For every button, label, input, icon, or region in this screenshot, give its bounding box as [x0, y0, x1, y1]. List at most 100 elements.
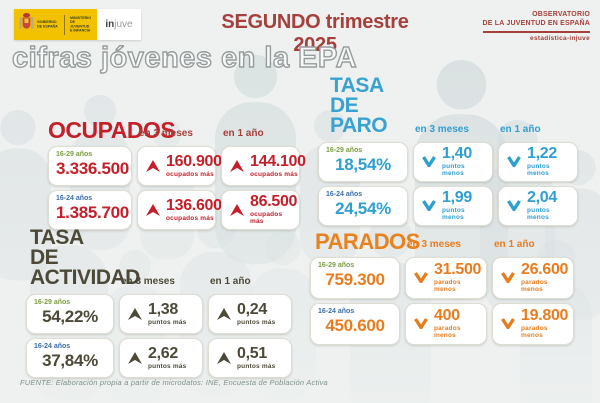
quarter-title: SEGUNDO trimestre 2025	[221, 11, 409, 56]
change-label: parados menos	[434, 325, 461, 339]
paro-title-line2: PARO	[330, 113, 388, 137]
ocupados-cards: 16-29 años 3.336.500 160.900 ocupados más…	[48, 145, 306, 230]
ministerio-line1: MINISTERIO	[70, 16, 92, 20]
change-card-1y: 19.800 parados menos	[492, 302, 574, 345]
age-card-16-24: 16-24 años 24,54%	[318, 185, 408, 226]
arrow-up-icon	[128, 351, 142, 364]
change-card-1y: 2,04 puntos menos	[498, 185, 578, 226]
gobierno-line2: DE ESPAÑA	[37, 24, 58, 29]
paro-title: TASA DE PARO	[318, 74, 408, 138]
arrow-up-icon	[217, 351, 231, 364]
change-value: 0,24	[237, 300, 267, 318]
section-ocupados: OCUPADOS en 3 meses en 1 año 16-29 años …	[48, 117, 306, 230]
observatory-line2: DE LA JUVENTUD EN ESPAÑA	[482, 19, 590, 27]
ministerio-line2: DE JUVENTUD	[70, 20, 90, 29]
ministerio-text: MINISTERIO DE JUVENTUD E INFANCIA	[70, 16, 92, 33]
change-value: 86.500	[250, 193, 298, 211]
age-label: 16-29 años	[34, 298, 71, 306]
change-value: 19.800	[521, 307, 569, 325]
change-card-3m: 1,40 puntos menos	[413, 141, 493, 182]
change-card-1y: 26.600 parados menos	[492, 256, 574, 299]
age-label: 16-24 años	[318, 307, 355, 315]
age-value: 54,22%	[42, 306, 98, 326]
change-label: parados menos	[434, 279, 461, 293]
paro-header: TASA DE PARO en 3 meses en 1 año	[318, 74, 578, 138]
paro-title-line1: TASA DE	[330, 74, 383, 117]
actividad-title: TASA DE ACTIVIDAD	[26, 226, 140, 290]
arrow-down-icon	[501, 272, 515, 284]
col-header-1-ano: en 1 año	[223, 127, 264, 139]
age-value: 759.300	[325, 269, 385, 289]
arrow-up-icon	[146, 159, 160, 172]
observatory-title: OBSERVATORIO DE LA JUVENTUD EN ESPAÑA	[482, 11, 590, 33]
gobierno-line1: GOBIERNO	[37, 20, 57, 24]
change-value: 1,22	[527, 145, 557, 163]
age-value: 1.385.700	[56, 202, 129, 222]
logo-divider	[64, 14, 65, 35]
change-card-1y: 0,24 puntos más	[208, 293, 292, 334]
section-parados: PARADOS en 3 meses en 1 año 16-29 años 7…	[310, 229, 574, 345]
change-label: parados menos	[521, 279, 548, 293]
change-card-3m: 31.500 parados menos	[405, 256, 487, 299]
age-value: 37,84%	[42, 350, 98, 370]
change-value: 1,99	[442, 189, 472, 207]
actividad-header: TASA DE ACTIVIDAD en 3 meses en 1 año	[26, 226, 292, 290]
col-header-3-meses: en 3 meses	[407, 238, 461, 250]
age-card-16-24: 16-24 años 37,84%	[26, 337, 114, 378]
arrow-down-icon	[507, 156, 521, 168]
ocupados-title: OCUPADOS	[48, 117, 176, 143]
change-label: ocupados más	[250, 170, 298, 178]
change-label: puntos menos	[442, 163, 465, 177]
actividad-title-line1: TASA DE	[30, 226, 83, 269]
col-header-3-meses: en 3 meses	[139, 127, 193, 139]
arrow-up-icon	[230, 203, 244, 216]
parados-header: PARADOS en 3 meses en 1 año	[310, 229, 574, 254]
age-label: 16-24 años	[34, 342, 71, 350]
parados-title: PARADOS	[315, 229, 420, 254]
spain-coat-of-arms-icon	[19, 12, 34, 37]
injuve-logo-juve: juve	[114, 19, 133, 30]
change-label: puntos más	[237, 318, 276, 326]
gobierno-text: GOBIERNO DE ESPAÑA	[37, 20, 59, 28]
col-header-1-ano: en 1 año	[210, 275, 251, 287]
age-card-16-29: 16-29 años 18,54%	[318, 141, 408, 182]
change-label: puntos más	[237, 362, 276, 370]
age-label: 16-24 años	[326, 190, 363, 198]
change-card-1y: 86.500 ocupados más	[221, 189, 300, 230]
parados-cards: 16-29 años 759.300 31.500 parados menos 2…	[310, 256, 574, 345]
age-card-16-29: 16-29 años 759.300	[310, 256, 400, 299]
arrow-up-icon	[230, 159, 244, 172]
age-value: 24,54%	[335, 198, 391, 218]
change-card-1y: 0,51 puntos más	[208, 337, 292, 378]
arrow-down-icon	[507, 200, 521, 212]
observatory-subtitle: estadística-injuve	[530, 34, 590, 42]
change-label: ocupados más	[250, 211, 283, 225]
change-card-1y: 144.100 ocupados más	[221, 145, 306, 186]
ocupados-header: OCUPADOS en 3 meses en 1 año	[48, 117, 300, 143]
section-tasa-de-paro: TASA DE PARO en 3 meses en 1 año 16-29 a…	[318, 74, 578, 226]
page-title: cifras jóvenes en la EPA	[11, 41, 358, 74]
change-value: 2,04	[527, 189, 557, 207]
change-label: puntos menos	[527, 207, 550, 221]
change-card-3m: 1,99 puntos menos	[413, 185, 493, 226]
change-value: 0,51	[237, 344, 267, 362]
age-label: 16-24 años	[56, 194, 93, 202]
source-note: FUENTE: Elaboración propia a partir de m…	[20, 378, 328, 387]
paro-cards: 16-29 años 18,54% 1,40 puntos menos 1,22 p…	[318, 141, 578, 226]
change-value: 26.600	[521, 261, 569, 279]
age-value: 18,54%	[335, 154, 391, 174]
age-card-16-24: 16-24 años 450.600	[310, 302, 400, 345]
change-label: ocupados más	[166, 170, 214, 178]
col-header-3-meses: en 3 meses	[121, 275, 175, 287]
government-logo: GOBIERNO DE ESPAÑA MINISTERIO DE JUVENTU…	[14, 9, 141, 40]
arrow-down-icon	[501, 318, 515, 330]
change-value: 160.900	[166, 152, 222, 170]
age-label: 16-29 años	[326, 146, 363, 154]
col-header-1-ano: en 1 año	[494, 238, 535, 250]
change-value: 144.100	[250, 152, 306, 170]
arrow-down-icon	[414, 272, 428, 284]
age-card-16-29: 16-29 años 3.336.500	[48, 145, 132, 186]
col-header-3-meses: en 3 meses	[415, 123, 469, 135]
age-label: 16-29 años	[318, 261, 355, 269]
